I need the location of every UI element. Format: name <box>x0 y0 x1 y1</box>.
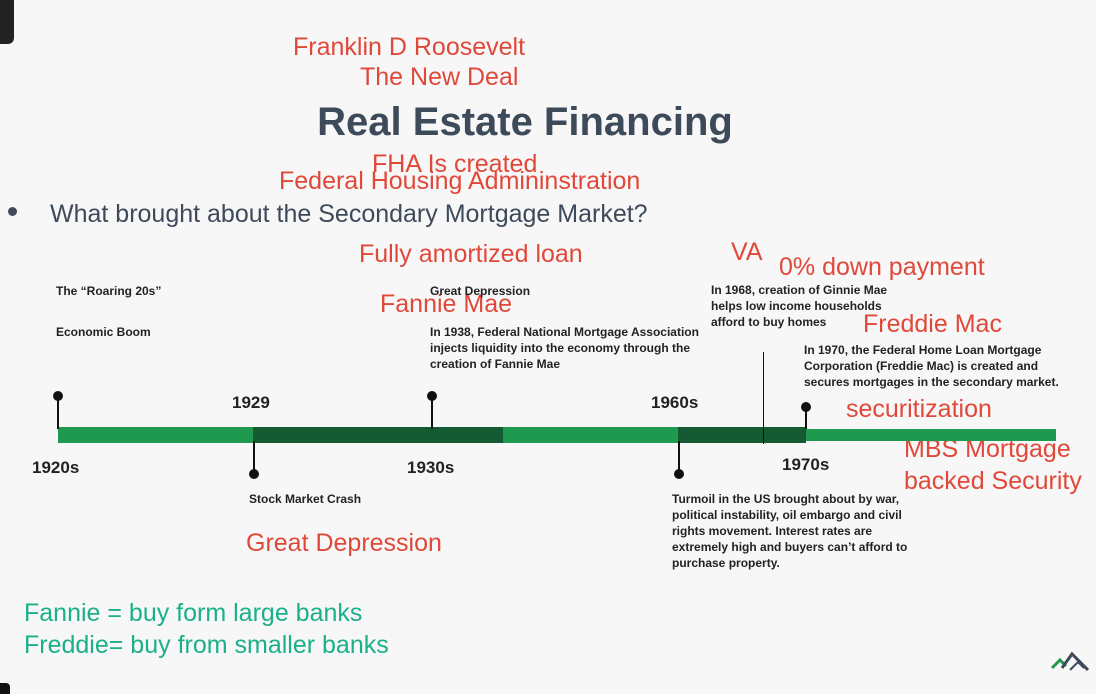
event-roaring-20s: The “Roaring 20s” <box>56 284 162 298</box>
annotation-va: VA <box>731 238 763 266</box>
annotation-zero-down: 0% down payment <box>779 253 985 281</box>
timeline-segment-1940s <box>503 427 678 443</box>
pin-stem-1960s <box>678 441 680 471</box>
annotation-great-depression: Great Depression <box>246 529 442 557</box>
event-stock-market-crash: Stock Market Crash <box>249 492 362 506</box>
annotation-fha-full: Federal Housing Admininstration <box>279 167 641 195</box>
year-1930s: 1930s <box>407 458 455 477</box>
event-great-depression: Great Depression <box>430 284 531 298</box>
event-turmoil: Turmoil in the US brought about by war, … <box>672 492 908 570</box>
timeline-segment-1929 <box>253 427 503 443</box>
year-1960s: 1960s <box>651 393 699 412</box>
year-1920s: 1920s <box>32 458 80 477</box>
annotation-securitization: securitization <box>846 395 992 423</box>
annotation-fannie-mae: Fannie Mae <box>380 290 513 318</box>
pin-stem-1970 <box>805 407 807 429</box>
pin-1960s <box>674 469 684 479</box>
pin-stem-1930s <box>431 397 433 429</box>
pin-1920s <box>53 391 63 401</box>
event-ginnie-1968: In 1968, creation of Ginnie Mae helps lo… <box>711 283 888 329</box>
company-logo-icon <box>1050 651 1090 672</box>
presenter-video-thumbnail[interactable] <box>0 0 14 44</box>
annotation-freddie-mac: Freddie Mac <box>863 310 1002 338</box>
note-fannie: Fannie = buy form large banks <box>24 599 363 627</box>
slide-title: Real Estate Financing <box>317 100 733 144</box>
annotation-fully-amortized: Fully amortized loan <box>359 240 583 268</box>
slide-question: What brought about the Secondary Mortgag… <box>50 200 648 228</box>
timeline-segment-1970s <box>806 429 1056 441</box>
pin-stem-1929 <box>253 441 255 471</box>
timeline-segment-1920s <box>58 427 253 443</box>
year-1929: 1929 <box>232 393 270 412</box>
pin-stem-1920s <box>57 397 59 429</box>
timeline-segment-1960s <box>678 427 806 443</box>
event-freddie-1970: In 1970, the Federal Home Loan Mortgage … <box>804 343 1059 389</box>
annotation-new-deal: The New Deal <box>360 63 519 91</box>
bullet-icon <box>8 207 17 216</box>
annotation-va-line <box>763 352 764 444</box>
annotation-mbs-line2: backed Security <box>904 467 1082 495</box>
event-economic-boom: Economic Boom <box>56 325 151 339</box>
participant-video-thumbnail[interactable] <box>0 683 10 694</box>
annotation-fha-created: FHA Is created <box>372 150 538 178</box>
year-1970s: 1970s <box>782 455 830 474</box>
annotation-fdr: Franklin D Roosevelt <box>293 33 526 61</box>
pin-1970 <box>801 402 811 412</box>
pin-1929 <box>249 469 259 479</box>
event-fannie-1938: In 1938, Federal National Mortgage Assoc… <box>430 325 699 371</box>
pin-1930s <box>427 391 437 401</box>
note-freddie: Freddie= buy from smaller banks <box>24 631 389 659</box>
